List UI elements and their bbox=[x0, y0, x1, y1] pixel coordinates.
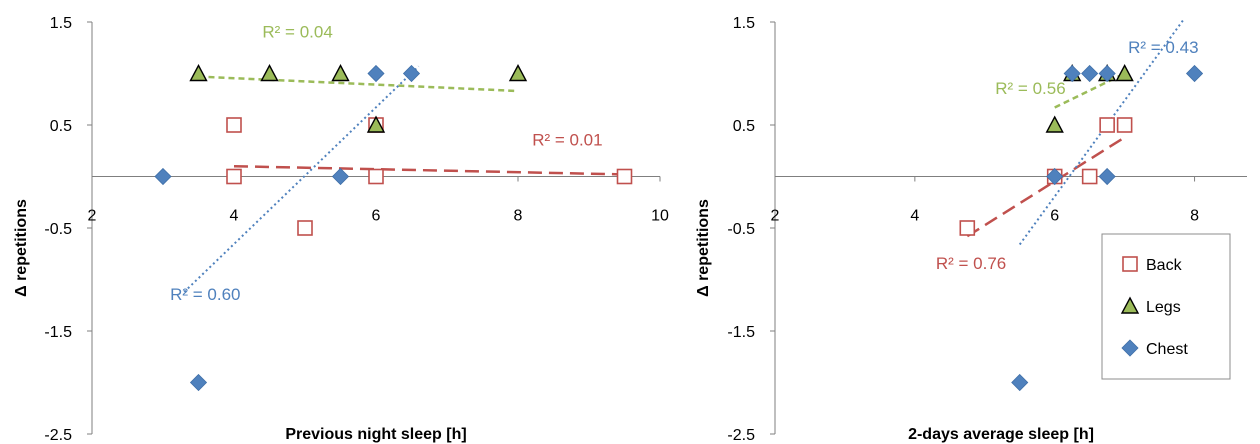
trendline-back bbox=[966, 136, 1126, 238]
data-point-legs bbox=[1045, 115, 1064, 133]
y-tick-label: 1.5 bbox=[50, 15, 72, 32]
data-point-chest bbox=[1185, 64, 1204, 83]
x-axis-title: 2-days average sleep [h] bbox=[908, 426, 1094, 443]
data-point-chest bbox=[189, 373, 208, 392]
y-tick-label: -0.5 bbox=[727, 221, 755, 238]
x-tick-label: 8 bbox=[514, 208, 523, 225]
legend-marker-legs bbox=[1120, 296, 1140, 314]
r-squared-label-back: R² = 0.76 bbox=[936, 254, 1006, 273]
data-point-chest bbox=[154, 167, 172, 186]
y-tick-label: -0.5 bbox=[44, 221, 72, 238]
data-point-back bbox=[368, 168, 384, 185]
x-tick-label: 8 bbox=[1190, 208, 1199, 225]
legend-marker-back bbox=[1122, 256, 1138, 272]
legend-label-legs: Legs bbox=[1146, 299, 1181, 316]
y-axis-title: Δ repetitions bbox=[695, 199, 712, 297]
data-point-back bbox=[1116, 117, 1133, 133]
x-tick-label: 4 bbox=[910, 208, 919, 225]
trendline-chest bbox=[183, 65, 420, 293]
legend: Back Legs Chest bbox=[1101, 233, 1231, 380]
x-tick-label: 10 bbox=[651, 208, 669, 225]
data-point-legs bbox=[260, 64, 279, 82]
data-point-back bbox=[226, 168, 242, 185]
data-point-chest bbox=[1081, 64, 1099, 83]
chart-previous-night-sleep: 1.5 0.5 -0.5 -1.5 -2.5 2 4 6 8 10 Previous night s… bbox=[13, 15, 669, 444]
data-point-back bbox=[1081, 168, 1098, 185]
data-point-chest bbox=[1046, 167, 1064, 186]
x-tick-label: 4 bbox=[230, 208, 239, 225]
data-point-back bbox=[616, 168, 633, 185]
r-squared-label-legs: R² = 0.04 bbox=[262, 22, 332, 41]
data-point-legs bbox=[366, 115, 386, 133]
r-squared-label-chest: R² = 0.43 bbox=[1128, 38, 1198, 57]
y-tick-label: 0.5 bbox=[733, 118, 755, 135]
x-tick-label: 2 bbox=[88, 208, 97, 225]
legend-label-back: Back bbox=[1146, 257, 1183, 274]
data-point-chest bbox=[331, 167, 350, 186]
y-tick-label: 1.5 bbox=[733, 15, 755, 32]
r-squared-label-legs: R² = 0.56 bbox=[995, 79, 1065, 98]
chart-2-days-average-sleep: 1.5 0.5 -0.5 -1.5 -2.5 2 4 6 8 2-days average sle… bbox=[695, 15, 1247, 444]
x-tick-label: 2 bbox=[771, 208, 780, 225]
y-tick-label: -1.5 bbox=[44, 324, 72, 341]
data-point-chest bbox=[402, 64, 421, 83]
data-point-chest bbox=[1098, 167, 1116, 186]
legend-label-chest: Chest bbox=[1146, 341, 1188, 358]
data-point-back bbox=[959, 220, 976, 236]
x-axis-title: Previous night sleep [h] bbox=[285, 426, 466, 443]
r-squared-label-back: R² = 0.01 bbox=[532, 131, 602, 150]
x-tick-label: 6 bbox=[372, 208, 381, 225]
y-tick-label: 0.5 bbox=[50, 118, 72, 135]
data-point-legs bbox=[189, 64, 208, 82]
data-point-legs bbox=[331, 64, 350, 82]
data-point-chest bbox=[367, 64, 385, 83]
data-point-legs bbox=[1115, 64, 1134, 82]
data-point-back bbox=[297, 220, 313, 236]
data-point-chest bbox=[1011, 373, 1029, 392]
trendline-back bbox=[233, 164, 625, 176]
data-point-legs bbox=[508, 64, 528, 82]
r-squared-label-chest: R² = 0.60 bbox=[170, 285, 240, 304]
y-tick-label: -2.5 bbox=[727, 427, 755, 444]
trendline-chest bbox=[1018, 18, 1185, 246]
data-point-chest bbox=[1063, 64, 1081, 83]
y-axis-title: Δ repetitions bbox=[13, 199, 30, 297]
y-tick-label: -2.5 bbox=[44, 427, 72, 444]
data-point-back bbox=[226, 117, 242, 133]
y-tick-label: -1.5 bbox=[727, 324, 755, 341]
data-point-chest bbox=[1098, 64, 1116, 83]
x-tick-label: 6 bbox=[1050, 208, 1059, 225]
trendline-legs bbox=[198, 75, 519, 93]
data-point-back bbox=[1099, 117, 1115, 133]
legend-marker-chest bbox=[1121, 339, 1139, 357]
